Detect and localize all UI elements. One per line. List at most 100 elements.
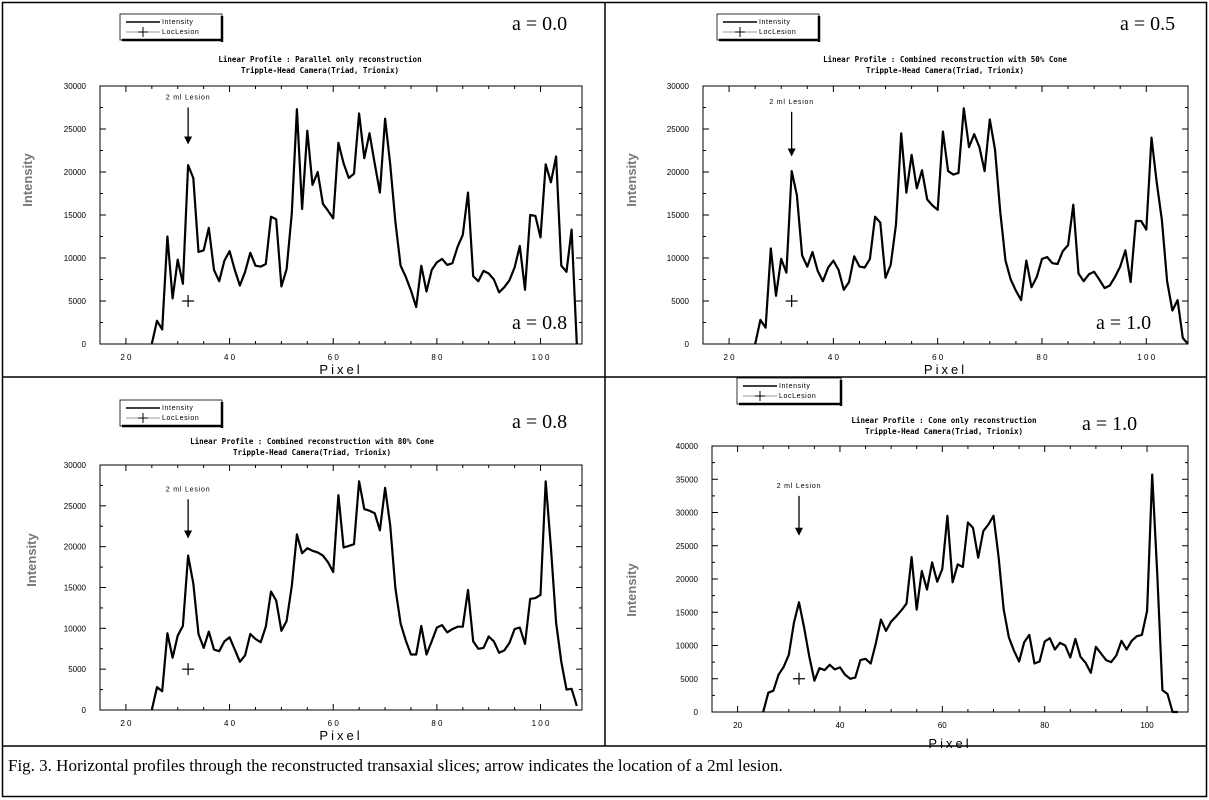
intensity-line: [754, 107, 1189, 345]
lesion-annotation: 2 ml Lesion: [769, 99, 814, 106]
x-tick-label: 6 0: [328, 353, 340, 362]
x-tick-label: 60: [938, 721, 947, 730]
a-value-label: a = 1.0: [1096, 312, 1151, 334]
legend: Intensity LocLesion: [119, 13, 224, 42]
y-tick-label: 20000: [667, 168, 690, 177]
lesion-arrow-head: [795, 527, 804, 536]
chart-subtitle: Tripple-Head Camera(Triad, Trionix): [866, 66, 1024, 75]
chart-panel-3: 0 5000 10000 15000 20000 25000 30000 2 0 4 0 6 0 8…: [24, 399, 583, 743]
y-tick-label: 30000: [64, 461, 87, 470]
legend-box: [736, 377, 842, 405]
plot-area-border: [99, 464, 583, 711]
y-axis-label: Intensity: [624, 153, 639, 207]
chart-title: Linear Profile : Parallel only reconstru…: [218, 55, 421, 64]
y-axis-label: Intensity: [24, 533, 39, 587]
x-tick-label: 6 0: [328, 719, 340, 728]
legend-box: [716, 13, 820, 41]
legend-label-loclesion: LocLesion: [162, 29, 199, 36]
x-tick-label: 8 0: [431, 353, 443, 362]
legend-box: [119, 13, 223, 41]
y-tick-label: 20000: [64, 543, 87, 552]
x-tick-label: 1 0 0: [532, 719, 550, 728]
y-tick-label: 0: [82, 340, 87, 349]
y-tick-label: 30000: [667, 82, 690, 91]
intensity-line: [150, 108, 578, 345]
lesion-annotation: 2 ml Lesion: [777, 483, 822, 490]
legend: Intensity LocLesion: [716, 13, 821, 42]
x-tick-label: 2 0: [724, 353, 736, 362]
chart-title: Linear Profile : Combined reconstruction…: [190, 437, 434, 446]
y-tick-label: 0: [82, 706, 87, 715]
x-tick-label: 6 0: [932, 353, 944, 362]
lesion-arrow-head: [184, 530, 193, 539]
x-tick-label: 20: [733, 721, 742, 730]
x-tick-label: 80: [1040, 721, 1049, 730]
legend-label-intensity: Intensity: [779, 383, 810, 390]
a-value-label: a = 1.0: [1082, 413, 1137, 435]
plot-area-border: [702, 85, 1189, 345]
chart-subtitle: Tripple-Head Camera(Triad, Trionix): [233, 448, 391, 457]
y-tick-label: 15000: [64, 211, 87, 220]
y-tick-label: 25000: [64, 502, 87, 511]
legend-label-intensity: Intensity: [162, 19, 193, 26]
lesion-annotation: 2 ml Lesion: [166, 95, 211, 102]
legend-box: [119, 399, 223, 427]
x-tick-label: 4 0: [224, 719, 236, 728]
y-tick-label: 20000: [64, 168, 87, 177]
legend: Intensity LocLesion: [119, 399, 224, 428]
legend-label-intensity: Intensity: [759, 19, 790, 26]
x-tick-label: 40: [836, 721, 845, 730]
y-tick-label: 5000: [680, 675, 698, 684]
y-axis-label: Intensity: [20, 153, 35, 207]
plot-area-border: [99, 85, 583, 345]
x-tick-label: 2 0: [120, 719, 132, 728]
x-axis-label: Pixel: [319, 728, 362, 743]
legend-label-loclesion: LocLesion: [759, 29, 796, 36]
chart-title: Linear Profile : Combined reconstruction…: [823, 55, 1067, 64]
lesion-annotation: 2 ml Lesion: [166, 486, 211, 493]
x-tick-label: 8 0: [1036, 353, 1048, 362]
x-tick-label: 2 0: [120, 353, 132, 362]
y-tick-label: 35000: [676, 475, 699, 484]
legend: Intensity LocLesion: [736, 377, 843, 406]
y-tick-label: 25000: [64, 125, 87, 134]
a-value-label: a = 0.5: [1120, 13, 1175, 35]
y-tick-label: 15000: [64, 584, 87, 593]
lesion-arrow-head: [787, 148, 796, 157]
y-tick-label: 25000: [676, 542, 699, 551]
chart-title: Linear Profile : Cone only reconstructio…: [851, 416, 1036, 425]
chart-subtitle: Tripple-Head Camera(Triad, Trionix): [241, 66, 399, 75]
x-axis-label: Pixel: [924, 362, 967, 377]
x-axis-label: Pixel: [319, 362, 362, 377]
y-tick-label: 30000: [64, 82, 87, 91]
chart-panel-4: 0 5000 10000 15000 20000 25000 30000 35000 40000…: [624, 377, 1189, 751]
y-tick-label: 20000: [676, 575, 699, 584]
a-value-label: a = 0.8: [512, 312, 567, 334]
legend-label-loclesion: LocLesion: [779, 393, 816, 400]
y-tick-label: 15000: [667, 211, 690, 220]
legend-label-intensity: Intensity: [162, 405, 193, 412]
x-tick-label: 100: [1140, 721, 1154, 730]
chart-subtitle: Tripple-Head Camera(Triad, Trionix): [865, 427, 1023, 436]
y-axis-label: Intensity: [624, 563, 639, 617]
intensity-line: [762, 473, 1178, 714]
y-tick-label: 5000: [671, 297, 689, 306]
a-value-label: a = 0.0: [512, 13, 567, 35]
y-tick-label: 10000: [676, 642, 699, 651]
y-tick-label: 0: [694, 708, 699, 717]
lesion-arrow-head: [184, 136, 193, 145]
x-axis-label: Pixel: [928, 736, 971, 751]
y-tick-label: 5000: [68, 665, 86, 674]
y-tick-label: 0: [685, 340, 690, 349]
figure-caption: Fig. 3. Horizontal profiles through the …: [8, 756, 783, 775]
x-tick-label: 8 0: [431, 719, 443, 728]
y-tick-label: 10000: [64, 624, 87, 633]
y-tick-label: 40000: [676, 442, 699, 451]
y-tick-label: 5000: [68, 297, 86, 306]
x-tick-label: 4 0: [224, 353, 236, 362]
x-tick-label: 1 0 0: [532, 353, 550, 362]
x-tick-label: 1 0 0: [1137, 353, 1155, 362]
